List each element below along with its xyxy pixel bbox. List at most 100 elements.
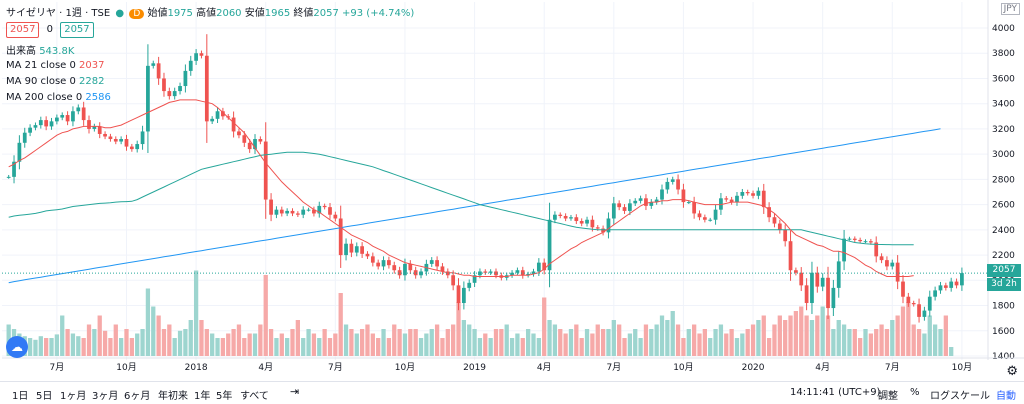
candle-body — [328, 207, 332, 215]
candle-body — [167, 91, 172, 97]
range-5d[interactable]: 5日 — [36, 391, 53, 402]
ask-pill[interactable]: 2057 — [60, 22, 94, 38]
volume-bar — [151, 306, 156, 356]
volume-bar — [333, 333, 338, 356]
auto-scale-toggle[interactable]: 自動 — [996, 391, 1016, 402]
candle-body — [622, 207, 627, 211]
y-tick-label: 3000 — [992, 150, 1015, 160]
volume-bar — [820, 306, 825, 356]
candle-body — [376, 262, 381, 267]
volume-bar — [617, 324, 622, 356]
volume-bar — [488, 338, 493, 356]
candle-body — [826, 277, 830, 309]
ma90-line — [8, 151, 914, 246]
range-ytd[interactable]: 年初来 — [158, 391, 188, 402]
candle-body — [681, 189, 686, 203]
percent-toggle[interactable]: % — [910, 387, 920, 398]
volume-bar — [258, 324, 263, 356]
volume-bar — [815, 315, 820, 356]
volume-bar — [692, 324, 697, 356]
volume-bar — [665, 320, 670, 356]
volume-bar — [177, 330, 183, 356]
candle-body — [269, 199, 273, 215]
range-all[interactable]: すべて — [240, 391, 269, 402]
ma21-legend[interactable]: MA 21 close 0 2037 — [6, 60, 105, 71]
volume-bar — [274, 338, 279, 356]
candle-body — [628, 203, 632, 211]
cloud-icon[interactable]: ☁ — [6, 336, 28, 358]
volume-bar — [451, 324, 456, 356]
volume-bar — [263, 275, 268, 356]
volume-bar — [745, 329, 750, 356]
currency-label: JPY — [1000, 3, 1020, 15]
range-1y[interactable]: 1年 — [194, 391, 211, 402]
candle-body — [644, 198, 648, 206]
goto-date-icon[interactable]: ⇥ — [290, 385, 300, 398]
range-6m[interactable]: 6ヶ月 — [124, 391, 151, 402]
range-5y[interactable]: 5年 — [216, 391, 233, 402]
volume-bar — [424, 333, 429, 356]
candle-body — [649, 202, 654, 206]
candle-body — [397, 270, 402, 276]
candle-body — [697, 213, 702, 218]
candle-body — [569, 217, 573, 219]
volume-bar — [215, 338, 220, 356]
candle-body — [483, 271, 488, 273]
volume-bar — [86, 324, 92, 356]
delayed-badge[interactable]: D — [129, 9, 145, 19]
candle-body — [906, 296, 911, 304]
candle-body — [595, 227, 600, 229]
candle-body — [204, 55, 209, 122]
candle-body — [129, 146, 134, 150]
candle-body — [392, 265, 397, 271]
volume-bar — [386, 338, 392, 356]
candle-body — [788, 241, 793, 271]
adjust-toggle[interactable]: 調整 — [878, 391, 898, 402]
candle-body — [242, 135, 247, 143]
candle-body — [858, 239, 863, 242]
volume-bar — [301, 338, 306, 356]
volume-bar — [343, 324, 349, 356]
bid-pill[interactable]: 2057 — [6, 22, 40, 38]
settings-gear-icon[interactable]: ⚙ — [1006, 364, 1018, 379]
candle-body — [815, 272, 820, 287]
candle-body — [927, 296, 932, 311]
candle-body — [403, 263, 407, 276]
candle-body — [456, 285, 461, 304]
log-scale-toggle[interactable]: ログスケール — [930, 391, 990, 402]
candle-body — [226, 116, 231, 118]
y-tick-label: 1400 — [992, 352, 1015, 362]
candle-body — [719, 198, 723, 210]
candle-body — [574, 217, 579, 222]
candle-body — [836, 261, 841, 288]
range-3m[interactable]: 3ヶ月 — [92, 391, 119, 402]
candle-body — [65, 115, 70, 122]
volume-bar — [900, 306, 906, 356]
volume-bar — [783, 320, 788, 356]
volume-bar — [761, 315, 766, 356]
volume-bar — [226, 333, 231, 356]
volume-bar — [525, 329, 531, 356]
ma200-legend[interactable]: MA 200 close 0 2586 — [6, 92, 111, 103]
candle-body — [237, 131, 241, 136]
volume-bar — [906, 302, 911, 356]
volume-bar — [659, 315, 665, 356]
symbol-title[interactable]: サイゼリヤ · 1週 · TSE — [6, 8, 111, 19]
volume-bar — [702, 329, 707, 356]
candle-body — [515, 270, 520, 273]
clock[interactable]: 14:11:41 (UTC+9) — [790, 387, 881, 398]
ma90-legend[interactable]: MA 90 close 0 2282 — [6, 76, 105, 87]
candle-body — [767, 207, 771, 218]
candle-body — [370, 256, 375, 263]
range-1m[interactable]: 1ヶ月 — [60, 391, 87, 402]
volume-bar — [504, 324, 509, 356]
volume-legend[interactable]: 出来高 543.8K — [6, 46, 75, 57]
candle-body — [17, 142, 22, 162]
volume-bar — [370, 333, 375, 356]
candle-body — [387, 260, 391, 266]
volume-bar — [638, 338, 643, 356]
volume-bar — [418, 338, 424, 356]
volume-bar — [563, 333, 568, 356]
range-1d[interactable]: 1日 — [12, 391, 29, 402]
